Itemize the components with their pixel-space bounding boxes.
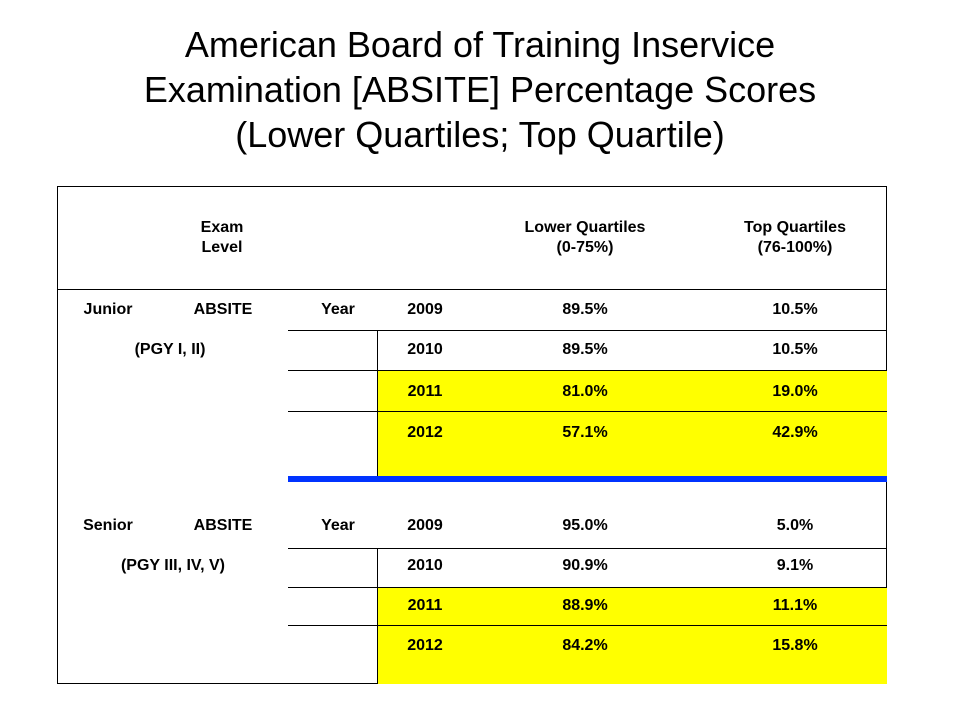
column-divider [377, 330, 378, 476]
senior-lower-cell: 95.0% [562, 517, 608, 534]
header-top-quartiles: Top Quartiles (76-100%) [700, 218, 890, 258]
highlight-senior-2011-2012 [378, 587, 887, 684]
junior-top-cell: 10.5% [772, 341, 818, 358]
header-exam-text: Exam [200, 219, 244, 236]
senior-top-cell: 15.8% [772, 637, 818, 654]
title-line-1: American Board of Training Inservice [184, 24, 776, 65]
title-line-2: Examination [ABSITE] Percentage Scores [143, 69, 817, 110]
junior-pgy-label: (PGY I, II) [134, 341, 206, 358]
junior-year-cell: 2010 [407, 341, 443, 358]
senior-lower-cell: 90.9% [562, 557, 608, 574]
header-top-text: Top Quartiles [744, 219, 846, 236]
junior-year-cell: 2012 [407, 424, 443, 441]
senior-pgy-label: (PGY III, IV, V) [120, 557, 226, 574]
junior-lower-cell: 89.5% [562, 341, 608, 358]
senior-absite-label: ABSITE [193, 517, 253, 534]
header-lower-quartiles: Lower Quartiles (0-75%) [490, 218, 680, 258]
junior-top-cell: 19.0% [772, 383, 818, 400]
senior-top-cell: 9.1% [776, 557, 814, 574]
junior-lower-cell: 81.0% [562, 383, 608, 400]
junior-absite-label: ABSITE [193, 301, 253, 318]
header-exam-level: Exam Level [172, 218, 272, 258]
header-top-range: (76-100%) [757, 239, 833, 256]
row-divider [288, 587, 887, 588]
junior-lower-cell: 57.1% [562, 424, 608, 441]
junior-label: Junior [83, 301, 133, 318]
junior-top-cell: 10.5% [772, 301, 818, 318]
senior-year-cell: 2012 [407, 637, 443, 654]
row-divider [288, 411, 887, 412]
highlight-junior-2011-2012 [378, 371, 887, 476]
senior-lower-cell: 84.2% [562, 637, 608, 654]
senior-year-label: Year [321, 517, 355, 534]
header-lower-text: Lower Quartiles [524, 219, 646, 236]
header-lower-range: (0-75%) [556, 239, 614, 256]
senior-label: Senior [83, 517, 133, 534]
column-divider [377, 548, 378, 684]
senior-year-cell: 2010 [407, 557, 443, 574]
header-divider [57, 289, 887, 290]
row-divider [288, 548, 887, 549]
row-divider [288, 370, 887, 371]
slide-title: American Board of Training Inservice Exa… [0, 22, 960, 157]
title-line-3: (Lower Quartiles; Top Quartile) [235, 114, 725, 155]
senior-top-cell: 5.0% [776, 517, 814, 534]
junior-top-cell: 42.9% [772, 424, 818, 441]
senior-top-cell: 11.1% [772, 597, 818, 614]
junior-year-cell: 2009 [407, 301, 443, 318]
senior-lower-cell: 88.9% [562, 597, 608, 614]
senior-year-cell: 2009 [407, 517, 443, 534]
junior-year-label: Year [321, 301, 355, 318]
header-level-text: Level [201, 239, 243, 256]
senior-year-cell: 2011 [407, 597, 443, 614]
row-divider [288, 625, 887, 626]
section-separator [288, 476, 887, 482]
junior-lower-cell: 89.5% [562, 301, 608, 318]
junior-year-cell: 2011 [407, 383, 443, 400]
row-divider [288, 330, 887, 331]
